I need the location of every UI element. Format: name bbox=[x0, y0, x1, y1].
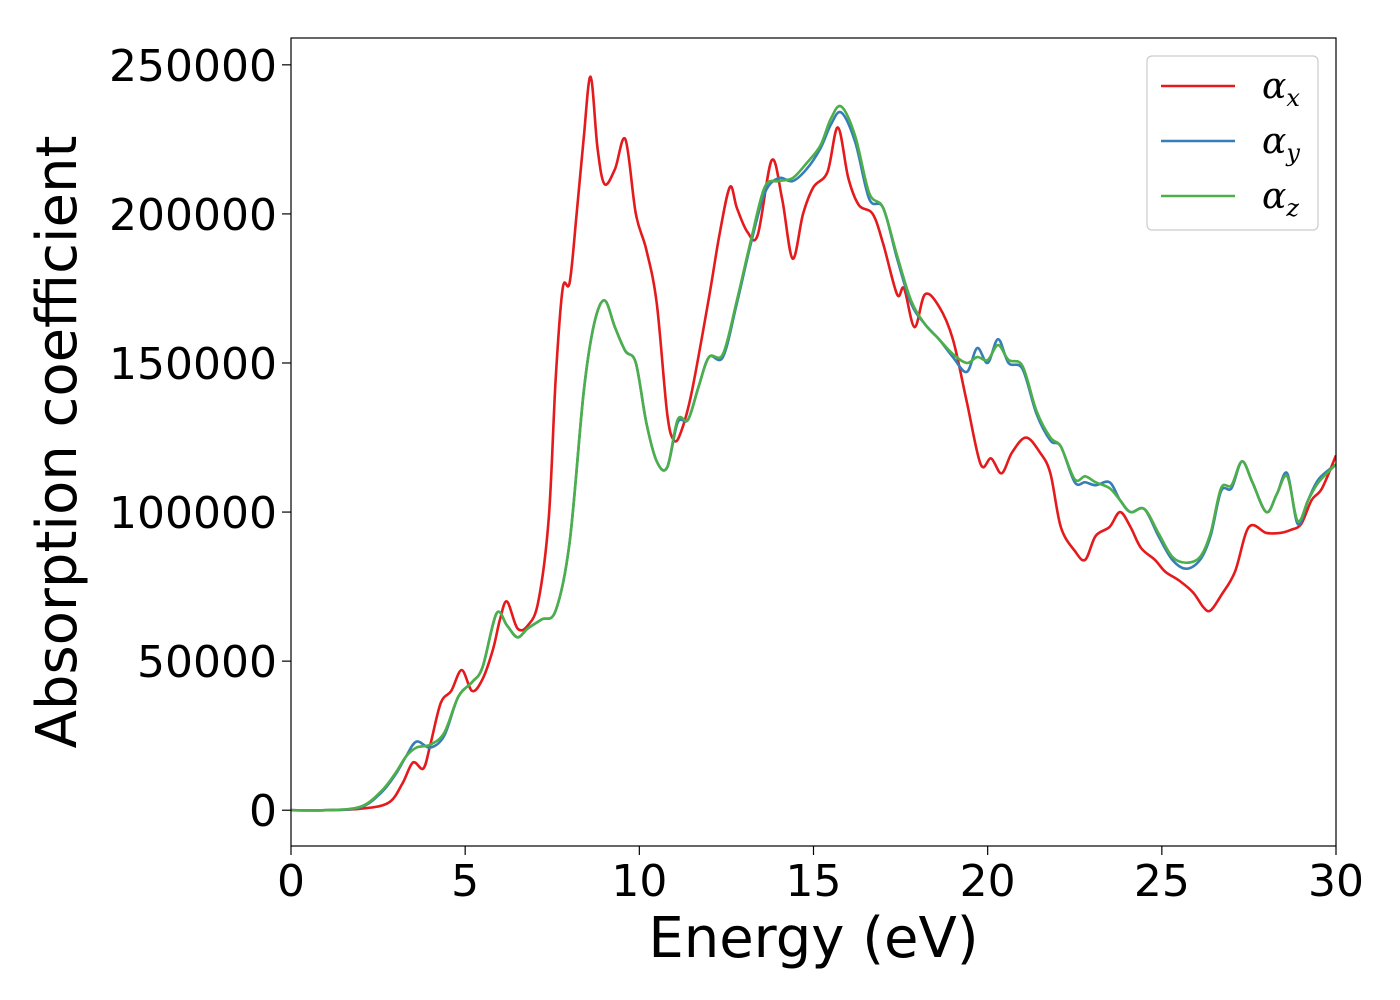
x-tick-label: 10 bbox=[611, 856, 667, 907]
legend-label-y: αy bbox=[1262, 121, 1300, 167]
x-axis: 0 5 10 15 20 25 30 bbox=[277, 846, 1364, 907]
x-tick-label: 0 bbox=[277, 856, 305, 907]
y-tick-label: 0 bbox=[249, 786, 277, 837]
y-axis: 0 50000 100000 150000 200000 250000 bbox=[109, 41, 291, 837]
series-line-x bbox=[291, 75, 1336, 812]
legend-label-x: αx bbox=[1262, 66, 1300, 112]
x-tick-label: 20 bbox=[960, 856, 1016, 907]
series-line-z bbox=[291, 104, 1336, 812]
x-axis-title: Energy (eV) bbox=[648, 906, 978, 971]
y-tick-label: 50000 bbox=[137, 637, 277, 688]
y-tick-label: 250000 bbox=[109, 41, 277, 92]
legend: αx αy αz bbox=[1146, 55, 1319, 231]
y-tick-label: 200000 bbox=[109, 190, 277, 241]
x-tick-label: 25 bbox=[1134, 856, 1190, 907]
y-tick-label: 100000 bbox=[109, 488, 277, 539]
legend-label-z: αz bbox=[1262, 176, 1299, 222]
legend-box bbox=[1146, 55, 1319, 231]
y-tick-label: 150000 bbox=[109, 339, 277, 390]
x-tick-label: 15 bbox=[786, 856, 842, 907]
x-tick-label: 30 bbox=[1308, 856, 1364, 907]
y-axis-title: Absorption coefficient bbox=[25, 136, 90, 749]
series-layer bbox=[291, 75, 1336, 812]
x-tick-label: 5 bbox=[451, 856, 479, 907]
